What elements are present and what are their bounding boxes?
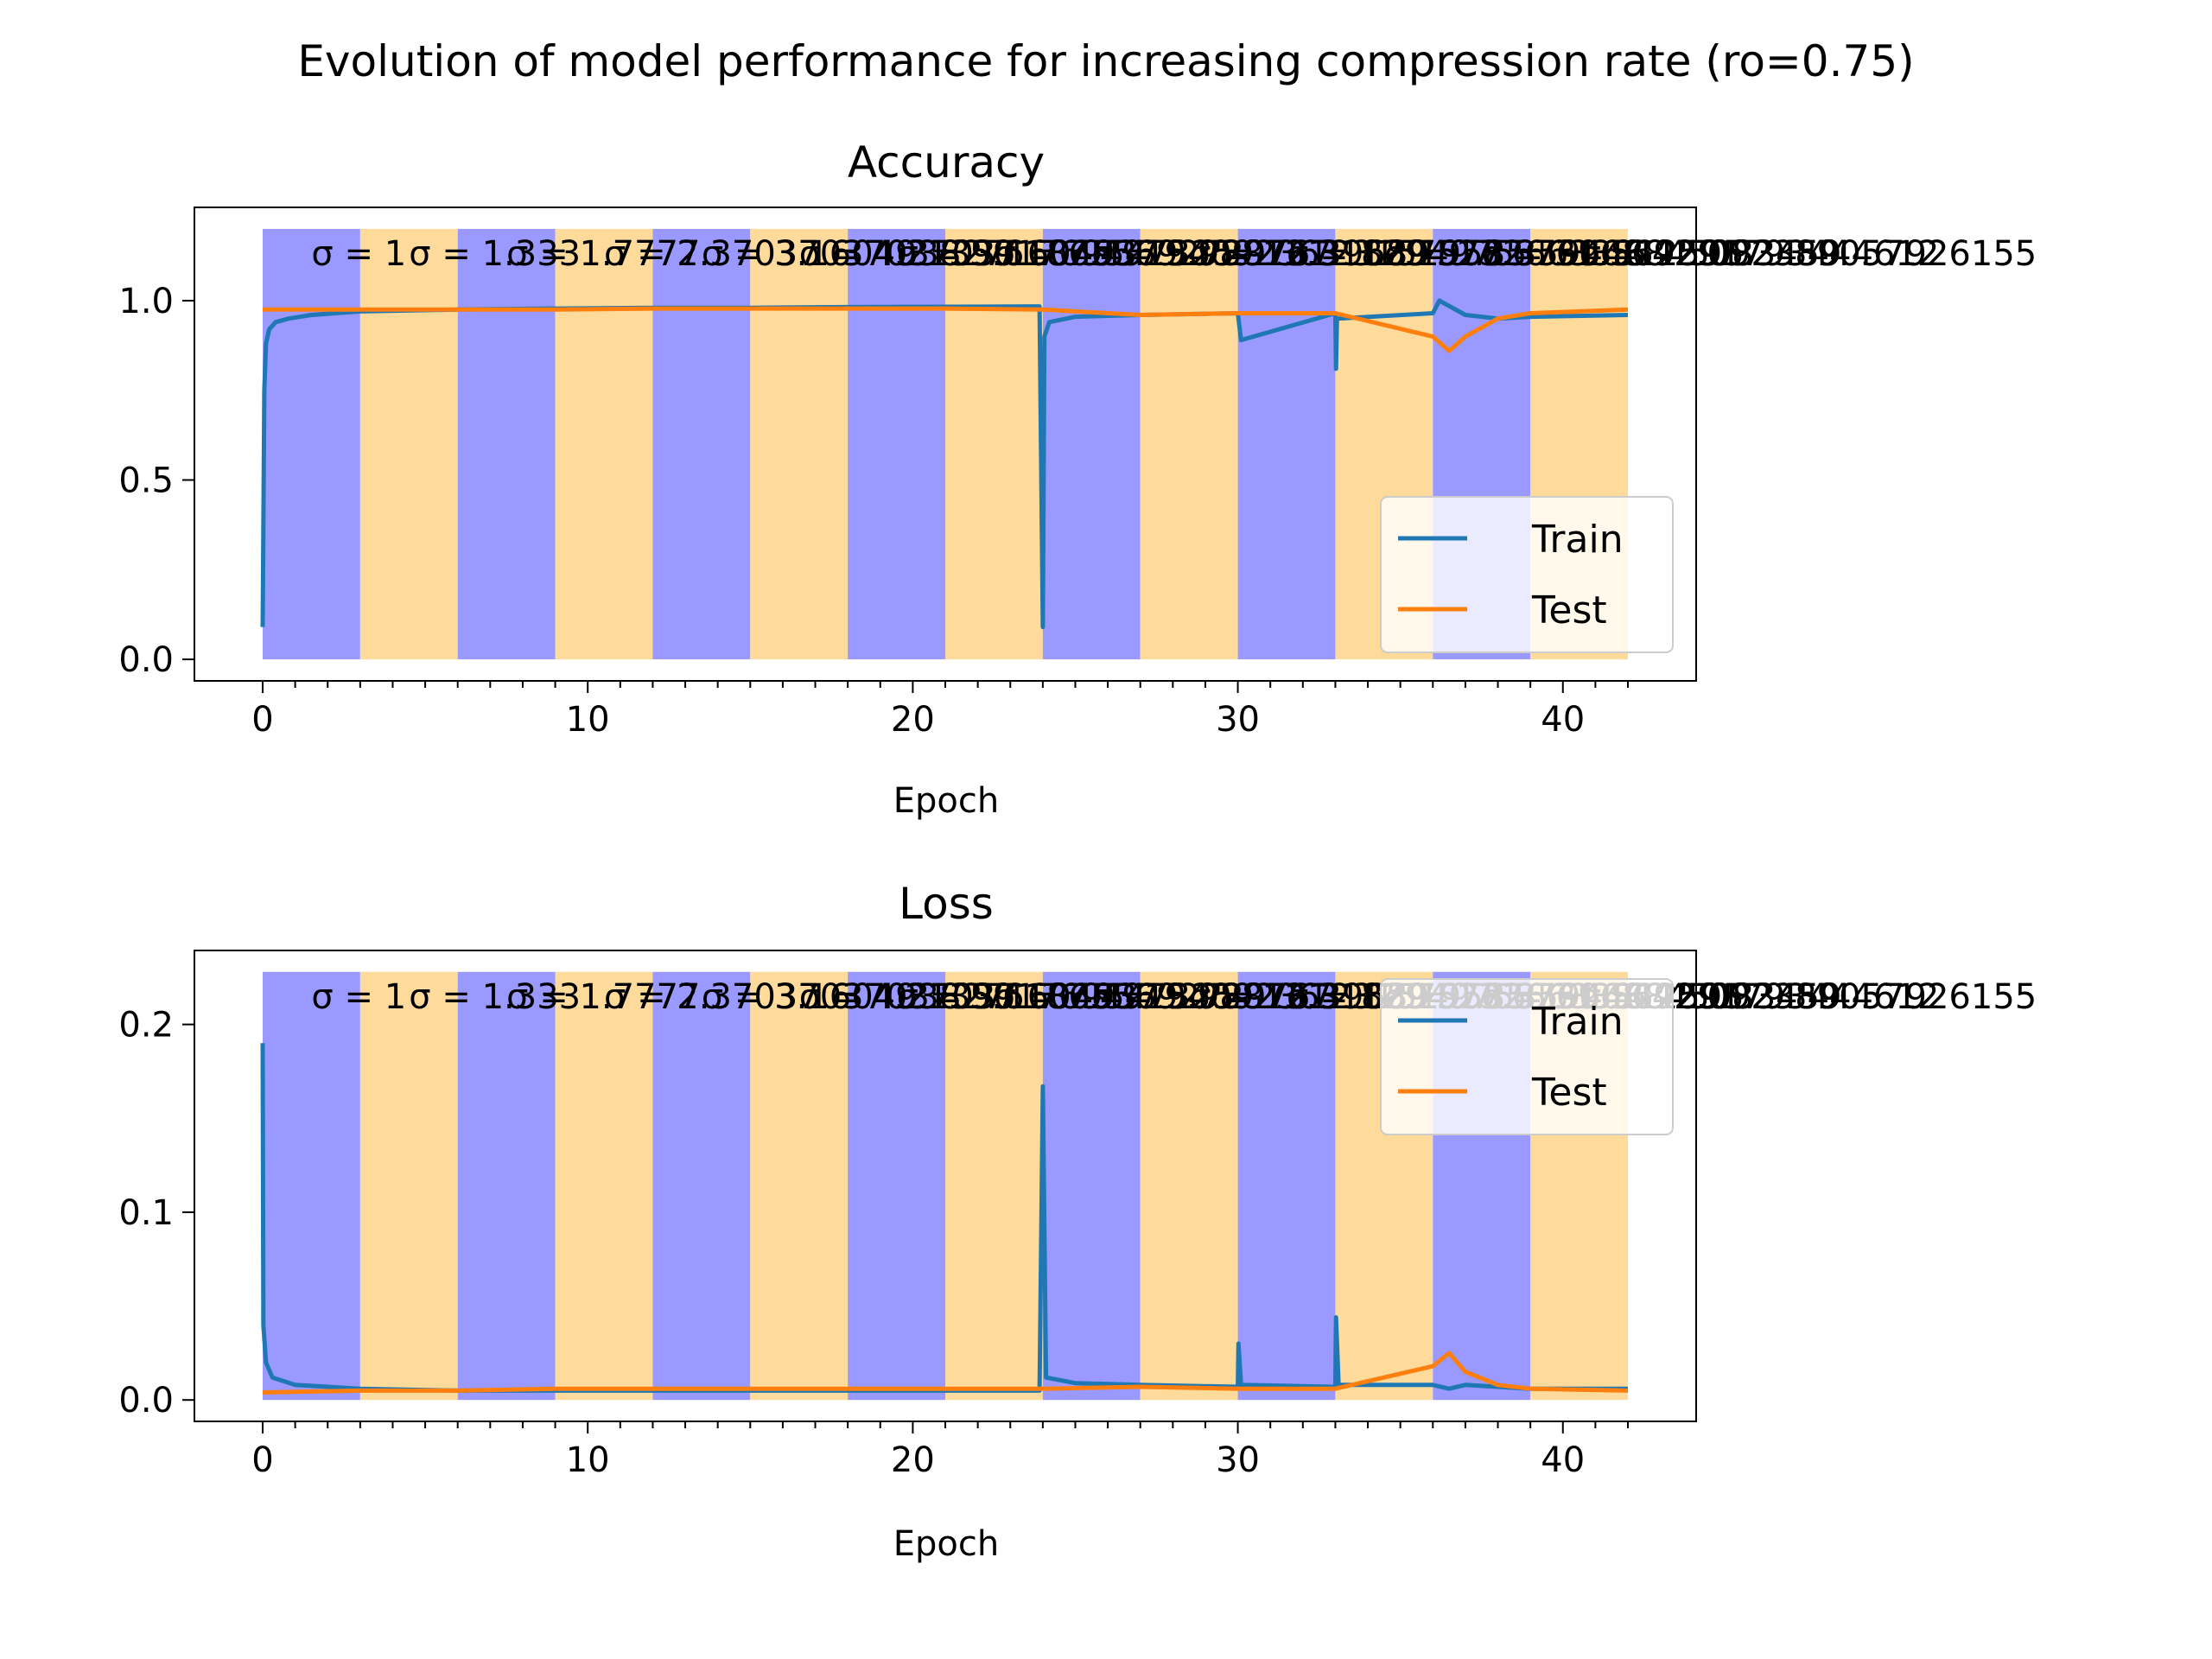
accuracy-x-tick-label: 20 bbox=[891, 700, 935, 740]
loss-train-line bbox=[260, 1043, 1628, 1393]
loss-band bbox=[457, 971, 556, 1401]
accuracy-legend: Train Test bbox=[1380, 496, 1674, 653]
loss-ticks: 0 10 20 30 40 0.0 0.1 0.2 bbox=[118, 1006, 1629, 1480]
loss-band bbox=[945, 971, 1043, 1401]
loss-band bbox=[848, 971, 945, 1401]
accuracy-chart-title: Accuracy bbox=[848, 137, 1045, 188]
loss-y-tick-label: 0.1 bbox=[118, 1193, 174, 1233]
accuracy-x-tick-label: 40 bbox=[1541, 700, 1585, 740]
accuracy-band bbox=[457, 228, 556, 660]
loss-sigma-annotation: σ = 2.37037037037037 bbox=[604, 977, 1018, 1017]
accuracy-band bbox=[1140, 228, 1238, 660]
loss-series bbox=[260, 1043, 1629, 1395]
accuracy-sigma-annotation: σ = 4.213991769547325 bbox=[799, 234, 1235, 274]
accuracy-sigma-annotation: σ = 13.318294975359446 bbox=[1189, 234, 1647, 274]
accuracy-band bbox=[359, 228, 458, 660]
accuracy-sigma-annotation: σ = 17.757726633812595 bbox=[1287, 234, 1745, 274]
accuracy-sigma-annotation: σ = 3.1604938271604937 bbox=[702, 234, 1160, 274]
loss-y-tick-label: 0.0 bbox=[118, 1381, 174, 1421]
accuracy-plot-frame bbox=[194, 207, 1697, 682]
accuracy-band bbox=[1042, 228, 1141, 660]
accuracy-band bbox=[555, 228, 653, 660]
loss-band bbox=[1042, 971, 1141, 1401]
accuracy-y-tick-label: 1.0 bbox=[118, 282, 174, 321]
accuracy-sigma-annotation: σ = 1.7777 bbox=[506, 234, 700, 274]
accuracy-legend-box bbox=[1380, 496, 1674, 653]
loss-x-tick-label: 40 bbox=[1541, 1440, 1585, 1480]
loss-x-tick-label: 30 bbox=[1216, 1440, 1260, 1480]
accuracy-sigma-annotation: σ = 42.092389057926155 bbox=[1580, 234, 2037, 274]
loss-sigma-annotation: σ = 1 bbox=[311, 977, 406, 1017]
loss-band bbox=[359, 971, 458, 1401]
loss-band bbox=[263, 971, 360, 1401]
loss-legend-test-label: Test bbox=[1531, 1071, 1607, 1115]
loss-y-tick-label: 0.2 bbox=[118, 1006, 174, 1046]
loss-x-axis-label: Epoch bbox=[893, 1524, 999, 1564]
figure-title: Evolution of model performance for incre… bbox=[297, 36, 1914, 86]
accuracy-ticks: 0 10 20 30 40 0.0 0.5 1.0 bbox=[118, 282, 1629, 740]
loss-band bbox=[750, 971, 849, 1401]
loss-sigma-annotation: σ = 4.213991769547325 bbox=[799, 977, 1235, 1017]
accuracy-sigma-annotation: σ = 2.37037037037037 bbox=[604, 234, 1018, 274]
loss-band bbox=[652, 971, 751, 1401]
accuracy-band bbox=[848, 228, 945, 660]
accuracy-x-tick-label: 10 bbox=[566, 700, 610, 740]
accuracy-x-tick-label: 0 bbox=[251, 700, 273, 740]
loss-legend: Train Test bbox=[1380, 978, 1674, 1135]
accuracy-band bbox=[1237, 228, 1336, 660]
loss-x-tick-label: 20 bbox=[891, 1440, 935, 1480]
loss-plot-frame bbox=[194, 950, 1697, 1422]
loss-x-tick-label: 10 bbox=[566, 1440, 610, 1480]
accuracy-legend-train-label: Train bbox=[1531, 518, 1624, 562]
accuracy-x-axis-label: Epoch bbox=[893, 781, 999, 821]
loss-band bbox=[555, 971, 653, 1401]
accuracy-y-tick-label: 0.0 bbox=[118, 640, 174, 680]
loss-legend-box bbox=[1380, 978, 1674, 1135]
accuracy-sigma-annotation: σ = 1.333 bbox=[409, 234, 581, 274]
loss-test-line bbox=[262, 1351, 1629, 1395]
accuracy-band bbox=[263, 228, 360, 660]
loss-sigma-annotation: σ = 7.491540923639689 bbox=[994, 977, 1429, 1017]
accuracy-series bbox=[260, 298, 1629, 630]
accuracy-sigma-annotation: σ = 5.618655692729767 bbox=[897, 234, 1332, 274]
loss-band bbox=[1237, 971, 1336, 1401]
accuracy-train-line bbox=[260, 298, 1629, 630]
accuracy-sigma-annotation: σ = 9.988721231519585 bbox=[1091, 234, 1527, 274]
loss-legend-train-label: Train bbox=[1531, 1000, 1624, 1044]
loss-chart-title: Loss bbox=[899, 879, 994, 929]
loss-sigma-annotation: σ = 1.7777 bbox=[506, 977, 700, 1017]
accuracy-test-line bbox=[263, 306, 1629, 353]
accuracy-x-tick-label: 30 bbox=[1216, 700, 1260, 740]
loss-sigma-annotation: σ = 3.1604938271604937 bbox=[702, 977, 1160, 1017]
accuracy-sigma-annotation: σ = 23.676968845083459 bbox=[1384, 234, 1842, 274]
accuracy-sigma-annotation: σ = 31.569291793444612 bbox=[1482, 234, 1940, 274]
accuracy-band bbox=[750, 228, 849, 660]
accuracy-sigma-annotation: σ = 7.491540923639689 bbox=[994, 234, 1429, 274]
loss-sigma-annotation: σ = 1.333 bbox=[409, 977, 581, 1017]
accuracy-band bbox=[945, 228, 1043, 660]
accuracy-y-tick-label: 0.5 bbox=[118, 461, 174, 501]
accuracy-legend-test-label: Test bbox=[1531, 588, 1607, 632]
loss-band bbox=[1140, 971, 1238, 1401]
accuracy-sigma-annotation: σ = 1 bbox=[311, 234, 406, 274]
loss-sigma-annotation: σ = 5.618655692729767 bbox=[897, 977, 1332, 1017]
accuracy-band bbox=[652, 228, 751, 660]
loss-x-tick-label: 0 bbox=[251, 1440, 273, 1480]
